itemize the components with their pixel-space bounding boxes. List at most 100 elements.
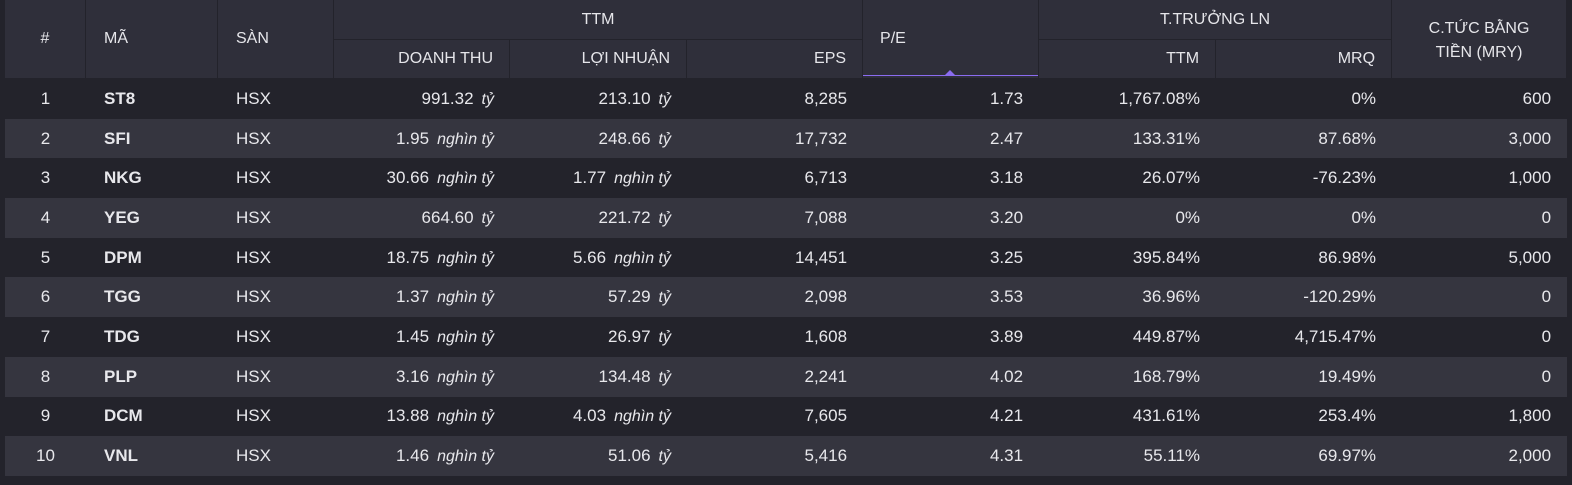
- col-header-dividend[interactable]: C.TỨC BẰNG TIỀN (MRY): [1392, 0, 1568, 79]
- cell-exchange: HSX: [218, 356, 334, 397]
- cell-growth-mrq: 0%: [1216, 198, 1393, 238]
- cell-revenue: 13.88 nghìn tỷ: [334, 396, 510, 437]
- col-header-profit[interactable]: LỢI NHUẬN: [510, 40, 687, 79]
- table-row[interactable]: 1 ST8 HSX 991.32 tỷ 213.10 tỷ 8,285 1.73 1…: [5, 79, 1568, 119]
- col-header-eps[interactable]: EPS: [687, 40, 864, 79]
- table-row[interactable]: 9 DCM HSX 13.88 nghìn tỷ 4.03 nghìn tỷ 7,6…: [5, 396, 1568, 437]
- cell-code[interactable]: DPM: [86, 237, 218, 278]
- revenue-value: 18.75: [386, 247, 430, 267]
- sort-indicator-line: [863, 75, 1039, 76]
- cell-growth-ttm: 36.96%: [1039, 277, 1217, 318]
- cell-revenue: 1.95 nghìn tỷ: [334, 118, 510, 159]
- col-header-growth-mrq[interactable]: MRQ: [1216, 40, 1393, 79]
- cell-growth-ttm: 431.61%: [1039, 396, 1217, 437]
- table-row[interactable]: 2 SFI HSX 1.95 nghìn tỷ 248.66 tỷ 17,732 2…: [5, 118, 1568, 159]
- revenue-unit: nghìn tỷ: [437, 289, 494, 307]
- cell-revenue: 664.60 tỷ: [334, 198, 510, 238]
- cell-rank: 7: [5, 317, 86, 357]
- cell-growth-ttm: 26.07%: [1039, 158, 1217, 199]
- col-group-growth: T.TRƯỞNG LN: [1039, 0, 1393, 40]
- cell-code[interactable]: NKG: [86, 158, 218, 199]
- cell-rank: 6: [5, 277, 86, 318]
- col-header-dividend-label: C.TỨC BẰNG TIỀN (MRY): [1429, 17, 1530, 65]
- revenue-unit: tỷ: [481, 90, 494, 108]
- cell-eps: 14,451: [687, 237, 864, 278]
- cell-revenue: 3.16 nghìn tỷ: [334, 356, 510, 397]
- cell-eps: 17,732: [687, 118, 864, 159]
- cell-dividend: 1,800: [1392, 396, 1568, 437]
- cell-code[interactable]: VNL: [86, 436, 218, 476]
- cell-dividend: 2,000: [1392, 436, 1568, 476]
- profit-value: 51.06: [608, 446, 651, 466]
- cell-growth-ttm: 449.87%: [1039, 317, 1217, 357]
- cell-exchange: HSX: [218, 277, 334, 318]
- cell-growth-ttm: 55.11%: [1039, 436, 1217, 476]
- profit-value: 1.77: [572, 168, 607, 188]
- profit-value: 26.97: [608, 326, 651, 346]
- revenue-unit: tỷ: [481, 209, 494, 227]
- cell-pe: 3.20: [863, 198, 1040, 238]
- cell-dividend: 0: [1392, 317, 1568, 357]
- profit-value: 248.66: [598, 128, 651, 148]
- cell-pe: 2.47: [863, 118, 1040, 159]
- revenue-value: 1.45: [395, 326, 430, 346]
- cell-pe: 4.21: [863, 396, 1040, 437]
- cell-pe: 3.18: [863, 158, 1040, 199]
- cell-growth-mrq: 4,715.47%: [1216, 317, 1393, 357]
- col-header-code[interactable]: MÃ: [86, 0, 218, 79]
- cell-code[interactable]: SFI: [86, 118, 218, 159]
- cell-growth-ttm: 133.31%: [1039, 118, 1217, 159]
- col-header-rank[interactable]: #: [5, 0, 86, 79]
- cell-code[interactable]: TDG: [86, 317, 218, 357]
- cell-revenue: 1.45 nghìn tỷ: [334, 317, 510, 357]
- cell-rank: 5: [5, 237, 86, 278]
- profit-unit: tỷ: [658, 289, 671, 307]
- table-row[interactable]: 3 NKG HSX 30.66 nghìn tỷ 1.77 nghìn tỷ 6,7…: [5, 158, 1568, 199]
- table-row[interactable]: 10 VNL HSX 1.46 nghìn tỷ 51.06 tỷ 5,416 4.…: [5, 436, 1568, 476]
- cell-exchange: HSX: [218, 118, 334, 159]
- cell-code[interactable]: YEG: [86, 198, 218, 238]
- cell-pe: 1.73: [863, 79, 1040, 119]
- cell-profit: 51.06 tỷ: [510, 436, 687, 476]
- profit-unit: nghìn tỷ: [614, 249, 671, 267]
- revenue-unit: nghìn tỷ: [437, 448, 494, 466]
- cell-profit: 1.77 nghìn tỷ: [510, 158, 687, 199]
- cell-code[interactable]: ST8: [86, 79, 218, 119]
- cell-code[interactable]: DCM: [86, 396, 218, 437]
- cell-dividend: 1,000: [1392, 158, 1568, 199]
- cell-eps: 7,605: [687, 396, 864, 437]
- profit-unit: tỷ: [658, 448, 671, 466]
- profit-unit: tỷ: [658, 90, 671, 108]
- col-header-pe-label: P/E: [880, 30, 906, 47]
- cell-revenue: 30.66 nghìn tỷ: [334, 158, 510, 199]
- cell-dividend: 600: [1392, 79, 1568, 119]
- table-row[interactable]: 7 TDG HSX 1.45 nghìn tỷ 26.97 tỷ 1,608 3.8…: [5, 317, 1568, 357]
- table-body: 1 ST8 HSX 991.32 tỷ 213.10 tỷ 8,285 1.73 1…: [5, 79, 1568, 476]
- cell-exchange: HSX: [218, 158, 334, 199]
- col-header-pe[interactable]: P/E: [863, 0, 1040, 79]
- table-row[interactable]: 5 DPM HSX 18.75 nghìn tỷ 5.66 nghìn tỷ 14,…: [5, 237, 1568, 278]
- cell-code[interactable]: TGG: [86, 277, 218, 318]
- cell-code[interactable]: PLP: [86, 356, 218, 397]
- table-row[interactable]: 6 TGG HSX 1.37 nghìn tỷ 57.29 tỷ 2,098 3.5…: [5, 277, 1568, 318]
- revenue-value: 3.16: [395, 366, 430, 386]
- table-row[interactable]: 8 PLP HSX 3.16 nghìn tỷ 134.48 tỷ 2,241 4.…: [5, 356, 1568, 397]
- cell-exchange: HSX: [218, 396, 334, 437]
- cell-dividend: 0: [1392, 277, 1568, 318]
- cell-revenue: 991.32 tỷ: [334, 79, 510, 119]
- profit-value: 5.66: [572, 247, 607, 267]
- cell-exchange: HSX: [218, 317, 334, 357]
- cell-rank: 1: [5, 79, 86, 119]
- revenue-value: 30.66: [386, 168, 430, 188]
- sort-ascending-icon: [945, 70, 956, 75]
- col-header-exchange[interactable]: SÀN: [218, 0, 334, 79]
- col-header-dividend-line1: C.TỨC BẰNG: [1428, 20, 1530, 37]
- cell-profit: 134.48 tỷ: [510, 356, 687, 397]
- cell-profit: 26.97 tỷ: [510, 317, 687, 357]
- table-row[interactable]: 4 YEG HSX 664.60 tỷ 221.72 tỷ 7,088 3.20 0…: [5, 198, 1568, 238]
- cell-profit: 213.10 tỷ: [510, 79, 687, 119]
- cell-revenue: 1.46 nghìn tỷ: [334, 436, 510, 476]
- cell-growth-mrq: 87.68%: [1216, 118, 1393, 159]
- col-header-growth-ttm[interactable]: TTM: [1039, 40, 1217, 79]
- col-header-revenue[interactable]: DOANH THU: [334, 40, 510, 79]
